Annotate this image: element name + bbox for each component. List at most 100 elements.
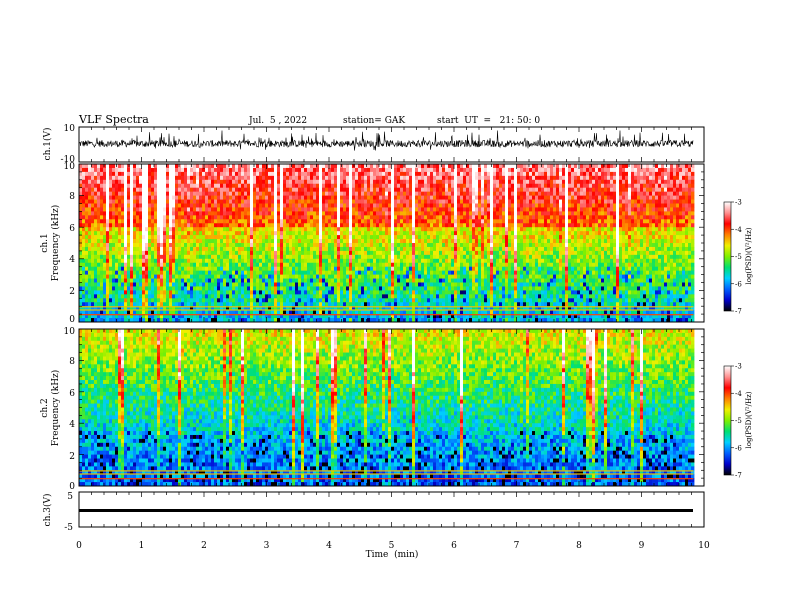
- ch1-spectrogram-cell: [334, 258, 338, 264]
- ch1-spectrogram-cell: [127, 219, 131, 224]
- ch1-spectrogram-cell: [250, 223, 254, 228]
- ch1-spectrogram-cell: [82, 310, 86, 315]
- ch1-spectrogram-cell: [397, 318, 401, 323]
- ch1-spectrogram-cell: [316, 183, 320, 189]
- ch1-spectrogram-cell: [310, 187, 314, 193]
- ch1-spectrogram-cell: [160, 286, 164, 291]
- ch1-spectrogram-cell: [223, 227, 227, 232]
- ch1-spectrogram-cell: [157, 239, 161, 244]
- ch1-spectrogram-cell: [382, 179, 386, 185]
- ch1-spectrogram-cell: [253, 187, 257, 193]
- ch1-spectrogram-cell: [163, 282, 167, 287]
- ch1-spectrogram-cell: [388, 318, 392, 323]
- ch1-spectrogram-cell: [163, 310, 167, 315]
- ch1-spectrogram-cell: [139, 258, 143, 264]
- ch1-spectrogram-cell: [217, 302, 221, 307]
- ch1-spectrogram-cell: [151, 298, 155, 303]
- ch1-spectrogram-cell: [169, 310, 173, 315]
- ch1-spectrogram-cell: [130, 278, 134, 283]
- ch1-spectrogram-cell: [157, 290, 161, 295]
- ch1-spectrogram-cell: [199, 227, 203, 232]
- ch1-spectrogram-cell: [334, 167, 338, 173]
- ch1-spectrogram-cell: [226, 254, 230, 260]
- ch1-spectrogram-cell: [325, 171, 329, 177]
- ch1-spectrogram-cell: [133, 274, 137, 279]
- ch1-spectrogram-cell: [358, 211, 362, 216]
- ch1-spectrogram-cell: [367, 239, 371, 244]
- ch1-spectrogram-cell: [442, 310, 446, 315]
- ch1-spectrogram-cell: [79, 243, 83, 248]
- ch1-spectrogram-cell: [349, 231, 353, 236]
- ch1-spectrogram-cell: [217, 258, 221, 264]
- ch1-spectrogram-cell: [304, 171, 308, 177]
- ch1-spectrogram-cell: [133, 314, 137, 319]
- ch1-spectrogram-cell: [274, 227, 278, 232]
- ch1-spectrogram-cell: [385, 164, 389, 169]
- ch1-spectrogram-cell: [409, 211, 413, 216]
- ch1-spectrogram-cell: [106, 274, 110, 279]
- ch1-spectrogram-cell: [424, 207, 428, 212]
- ch1-spectrogram-cell: [109, 219, 113, 224]
- ch1-spectrogram-cell: [82, 306, 86, 311]
- ch1-spectrogram-cell: [139, 302, 143, 307]
- ch1-spectrogram-cell: [307, 239, 311, 244]
- ch1-spectrogram-cell: [199, 215, 203, 220]
- ch1-spectrogram-cell: [244, 223, 248, 228]
- ch1-spectrogram-cell: [166, 254, 170, 260]
- ch1-spectrogram-cell: [310, 164, 314, 169]
- ch1-spectrogram-cell: [193, 211, 197, 216]
- ch1-spectrogram-cell: [289, 191, 293, 196]
- ch1-spectrogram-cell: [97, 286, 101, 291]
- ch1-spectrogram-cell: [226, 266, 230, 272]
- ch1-spectrogram-cell: [322, 270, 326, 275]
- ch1-spectrogram-cell: [142, 314, 146, 319]
- ch1-spectrogram-cell: [202, 302, 206, 307]
- ch1-spectrogram-cell: [388, 282, 392, 287]
- ch1-spectrogram-cell: [316, 207, 320, 212]
- ch1-spectrogram-cell: [403, 227, 407, 232]
- ch1-spectrogram-cell: [280, 314, 284, 319]
- ch1-spectrogram-cell: [373, 239, 377, 244]
- ch1-spectrogram-cell: [352, 278, 356, 283]
- ch1-spectrogram-cell: [439, 290, 443, 295]
- ch1-spectrogram-cell: [391, 318, 395, 323]
- ch1-spectrogram-cell: [403, 211, 407, 216]
- ch1-spectrogram-cell: [283, 171, 287, 177]
- ch1-spectrogram-cell: [391, 199, 395, 204]
- ch1-spectrogram-cell: [208, 250, 212, 256]
- ch1-spectrogram-cell: [382, 175, 386, 181]
- ch1-spectrogram-cell: [355, 223, 359, 228]
- ch1-spectrogram-cell: [148, 250, 152, 256]
- ch1-spectrogram-cell: [181, 219, 185, 224]
- ch1-spectrogram-cell: [301, 175, 305, 181]
- ch1-spectrogram-cell: [244, 243, 248, 248]
- ch1-spectrogram-cell: [397, 179, 401, 185]
- ch1-spectrogram-cell: [160, 191, 164, 196]
- ch1-spectrogram-cell: [235, 258, 239, 264]
- ch1-spectrogram-cell: [238, 187, 242, 193]
- ch1-spectrogram-cell: [223, 171, 227, 177]
- ch1-spectrogram-cell: [220, 219, 224, 224]
- ch1-spectrogram-cell: [85, 207, 89, 212]
- ch1-spectrogram-cell: [223, 207, 227, 212]
- ch1-spectrogram-cell: [355, 278, 359, 283]
- ch1-spectrogram-cell: [97, 175, 101, 181]
- ch1-spectrogram-cell: [352, 227, 356, 232]
- ch1-spectrogram-cell: [439, 318, 443, 323]
- ch1-spectrogram-cell: [325, 187, 329, 193]
- ch1-spectrogram-cell: [382, 306, 386, 311]
- ch1-spectrogram-cell: [259, 274, 263, 279]
- ch1-spectrogram-cell: [382, 302, 386, 307]
- ch1-spectrogram-cell: [271, 171, 275, 177]
- ch1-spectrogram-cell: [85, 314, 89, 319]
- ch1-spectrogram-cell: [358, 274, 362, 279]
- ch1-spectrogram-cell: [289, 223, 293, 228]
- ch1-spectrogram-cell: [394, 254, 398, 260]
- ch1-spectrogram-cell: [130, 258, 134, 264]
- ch1-spectrogram-cell: [112, 223, 116, 228]
- ch1-spectrogram-cell: [277, 167, 281, 173]
- ch1-spectrogram-cell: [430, 239, 434, 244]
- ch1-spectrogram-cell: [274, 266, 278, 272]
- ch1-spectrogram-cell: [388, 270, 392, 275]
